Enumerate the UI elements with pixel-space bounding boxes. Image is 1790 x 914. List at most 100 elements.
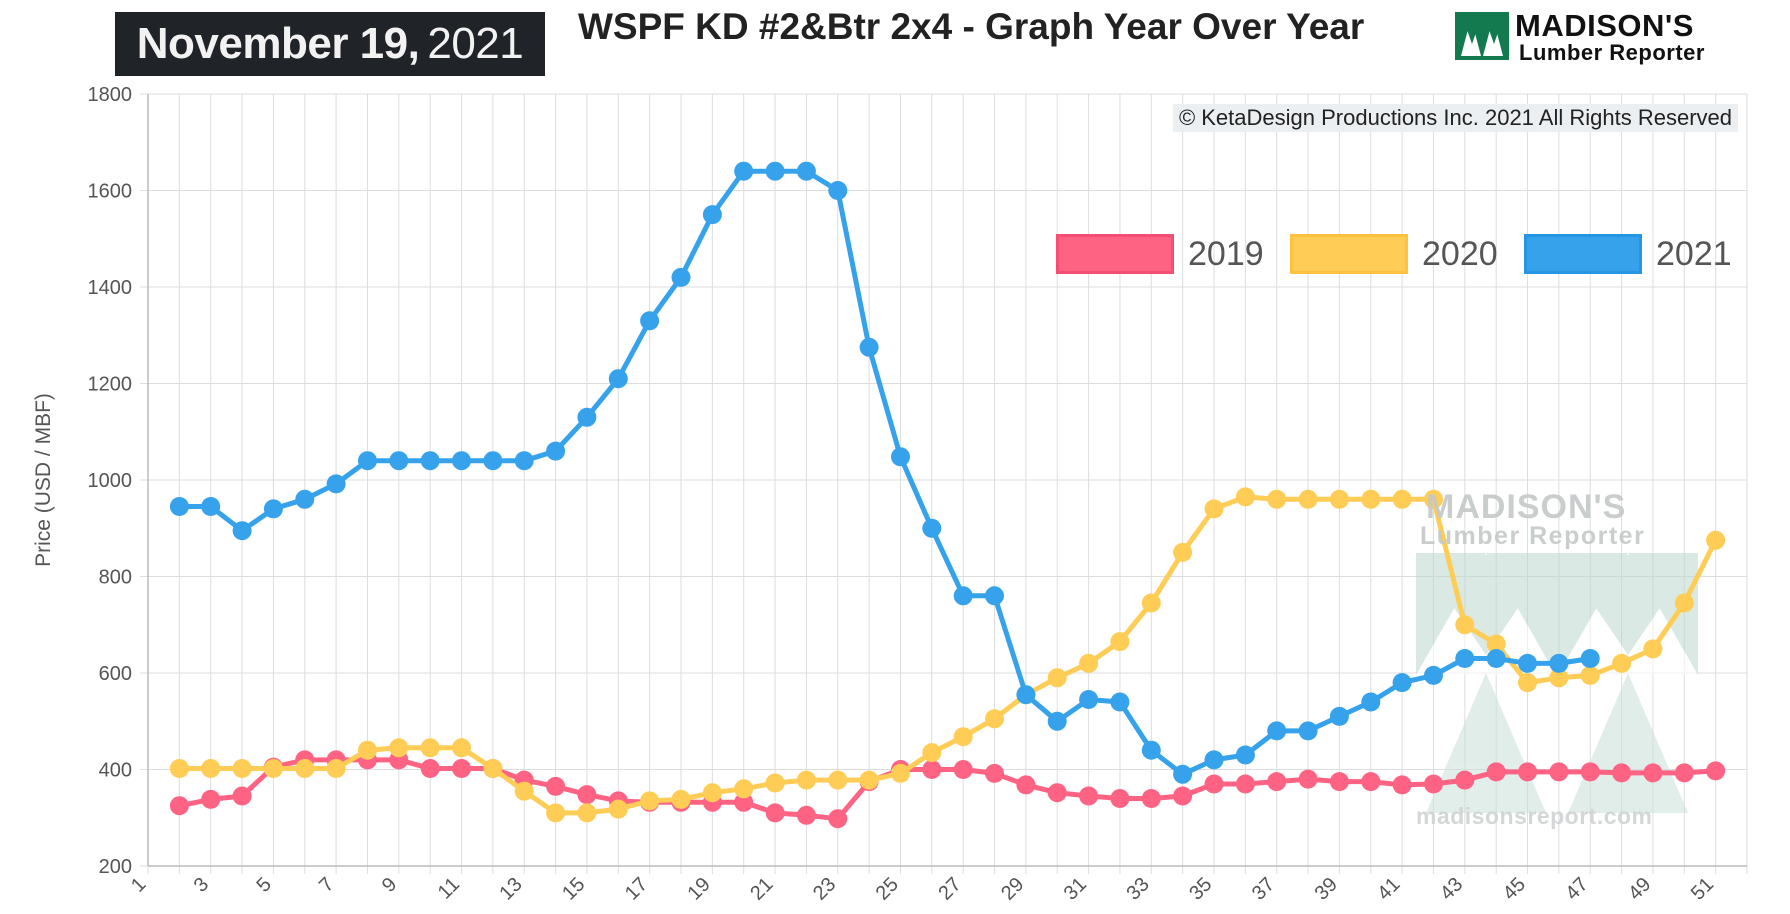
data-point-2021 [389, 451, 409, 471]
x-tick-label: 15 [558, 873, 589, 904]
data-point-2019 [828, 809, 848, 829]
data-point-2020 [420, 738, 440, 758]
legend-item-2020[interactable]: 2020 [1290, 232, 1498, 276]
data-point-2019 [1486, 762, 1506, 782]
data-point-2020 [796, 770, 816, 790]
data-point-2019 [985, 763, 1004, 783]
series-line-2021 [179, 168, 1591, 777]
data-point-2020 [1518, 673, 1537, 693]
x-tick-label: 21 [746, 873, 777, 904]
data-point-2021 [1361, 692, 1381, 712]
date-badge: November 19, 2021 [115, 12, 545, 76]
grid-lines [140, 93, 1748, 874]
data-point-2020 [514, 781, 534, 801]
data-point-2020 [859, 770, 879, 790]
legend-item-2021[interactable]: 2021 [1524, 232, 1732, 276]
data-point-2021 [1141, 740, 1161, 760]
data-point-2021 [263, 499, 283, 519]
x-tick-label: 23 [809, 873, 840, 904]
data-point-2020 [263, 759, 283, 778]
data-point-2021 [452, 451, 471, 471]
data-point-2020 [891, 763, 910, 783]
data-point-2019 [1329, 772, 1349, 792]
data-point-2020 [608, 799, 628, 819]
x-tick-label: 9 [378, 873, 401, 896]
x-tick-label: 37 [1248, 873, 1279, 904]
legend-swatch-2021 [1524, 234, 1642, 274]
data-point-2019 [1204, 774, 1224, 794]
data-point-2020 [1204, 499, 1224, 519]
data-point-2019 [1141, 789, 1161, 808]
y-tick-label: 800 [99, 567, 132, 589]
y-tick-label: 1600 [88, 181, 133, 203]
data-point-2021 [1580, 649, 1600, 668]
logo-mark-icon [1455, 12, 1509, 60]
data-point-2020 [671, 789, 691, 809]
data-point-2019 [1110, 789, 1130, 808]
watermark-name: MADISON'S [1426, 488, 1627, 526]
data-point-2021 [608, 369, 628, 389]
data-point-2020 [1298, 489, 1318, 509]
data-point-2020 [169, 759, 189, 778]
x-tick-label: 29 [997, 873, 1028, 904]
data-point-2021 [1016, 685, 1036, 705]
data-point-2021 [891, 447, 910, 467]
watermark: MADISON'S Lumber Reporter madisonsreport… [1416, 488, 1708, 829]
data-point-2019 [1392, 775, 1412, 795]
x-tick-label: 17 [621, 873, 652, 904]
data-point-2021 [1518, 653, 1537, 673]
data-point-2020 [1392, 489, 1412, 509]
x-tick-label: 3 [190, 873, 213, 896]
data-point-2021 [295, 489, 315, 509]
data-point-2020 [295, 759, 315, 778]
x-tick-label: 35 [1185, 873, 1216, 904]
data-point-2019 [1706, 761, 1726, 781]
data-point-2020 [546, 803, 566, 823]
data-point-2021 [326, 474, 346, 494]
data-point-2019 [1580, 762, 1600, 782]
data-point-2021 [514, 451, 534, 471]
data-point-2019 [1016, 775, 1036, 795]
data-point-2021 [232, 521, 252, 541]
data-point-2020 [389, 738, 409, 758]
legend-item-2019[interactable]: 2019 [1056, 232, 1264, 276]
legend-label-2019: 2019 [1188, 234, 1264, 273]
data-point-2020 [702, 783, 722, 803]
data-point-2021 [169, 497, 189, 516]
x-tick-label: 5 [252, 873, 275, 896]
data-point-2020 [765, 773, 785, 793]
data-point-2021 [1298, 721, 1318, 741]
data-point-2020 [232, 759, 252, 778]
data-point-2020 [1141, 593, 1161, 613]
y-tick-label: 200 [99, 856, 132, 878]
data-point-2020 [1424, 489, 1443, 509]
y-tick-label: 1000 [88, 470, 133, 492]
data-point-2020 [483, 759, 503, 778]
x-tick-label: 33 [1122, 873, 1153, 904]
data-point-2019 [169, 796, 189, 816]
watermark-triangle [1560, 555, 1696, 655]
data-point-2020 [201, 759, 221, 778]
data-point-2021 [1455, 649, 1475, 668]
data-point-2019 [1298, 769, 1318, 789]
data-point-2019 [1674, 763, 1694, 783]
data-point-2020 [1079, 653, 1099, 673]
data-point-2019 [1047, 783, 1067, 803]
data-point-2019 [1267, 772, 1287, 792]
data-point-2020 [1267, 489, 1287, 509]
data-point-2021 [640, 311, 660, 331]
brand-logo: MADISON'S Lumber Reporter [1453, 8, 1753, 65]
x-tick-label: 27 [934, 873, 965, 904]
data-point-2019 [1549, 762, 1569, 782]
legend-label-2021: 2021 [1656, 234, 1732, 273]
data-point-2020 [828, 770, 848, 790]
legend-swatch-2019 [1056, 234, 1174, 274]
data-point-2020 [326, 759, 346, 778]
x-tick-label: 7 [315, 873, 338, 896]
logo-name: MADISON'S [1515, 8, 1694, 43]
data-point-2019 [922, 760, 942, 779]
data-point-2020 [1612, 653, 1632, 673]
data-point-2020 [985, 709, 1004, 729]
data-point-2021 [953, 586, 973, 606]
data-point-2019 [1173, 786, 1193, 806]
